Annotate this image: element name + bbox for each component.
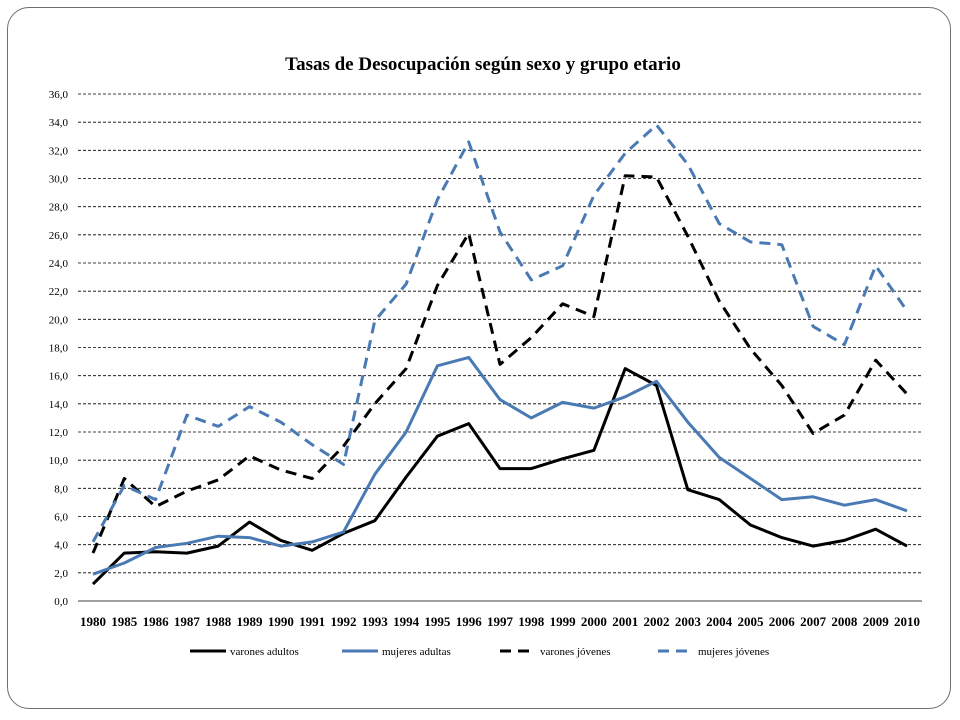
y-tick-label: 0,0 xyxy=(54,596,68,608)
x-tick-label: 1997 xyxy=(487,614,514,629)
x-tick-label: 1980 xyxy=(80,614,106,629)
legend: varones adultos mujeres adultas varones jó… xyxy=(190,646,769,658)
legend-label: varones adultos xyxy=(230,646,299,658)
chart-title: Tasas de Desocupación según sexo y grupo… xyxy=(285,54,681,75)
x-tick-label: 2005 xyxy=(737,614,764,629)
x-tick-label: 1999 xyxy=(550,614,577,629)
x-tick-label: 1985 xyxy=(111,614,138,629)
y-tick-label: 32,0 xyxy=(49,145,69,157)
legend-label: mujeres jóvenes xyxy=(698,646,769,658)
grid xyxy=(78,93,922,602)
y-tick-label: 24,0 xyxy=(49,258,69,270)
x-tick-label: 1995 xyxy=(424,614,451,629)
x-tick-label: 2000 xyxy=(581,614,607,629)
x-tick-label: 2007 xyxy=(800,614,827,629)
x-tick-label: 2009 xyxy=(863,614,890,629)
x-tick-label: 1991 xyxy=(299,614,325,629)
x-tick-label: 2003 xyxy=(675,614,702,629)
series-line-4 xyxy=(91,123,909,543)
x-axis-ticks: 1980 1985 1986 1987 1988 1989 1990 1991 1992 1993… xyxy=(80,614,920,629)
x-tick-label: 2006 xyxy=(769,614,796,629)
x-tick-label: 2002 xyxy=(644,614,670,629)
series-lines xyxy=(91,123,909,586)
y-tick-label: 6,0 xyxy=(54,512,68,524)
series-line-3 xyxy=(91,174,909,554)
x-tick-label: 1998 xyxy=(518,614,545,629)
x-tick-label: 2010 xyxy=(894,614,920,629)
y-tick-label: 10,0 xyxy=(49,455,69,467)
x-tick-label: 1996 xyxy=(456,614,483,629)
y-tick-label: 26,0 xyxy=(49,230,69,242)
legend-label: mujeres adultas xyxy=(382,646,451,658)
x-tick-label: 2004 xyxy=(706,614,733,629)
y-tick-label: 8,0 xyxy=(54,483,68,495)
series-line-2 xyxy=(92,355,908,576)
y-tick-label: 18,0 xyxy=(49,343,69,355)
y-tick-label: 14,0 xyxy=(49,399,69,411)
y-tick-label: 12,0 xyxy=(49,427,69,439)
y-tick-label: 22,0 xyxy=(49,286,69,298)
slide-frame xyxy=(7,7,951,709)
y-tick-label: 2,0 xyxy=(54,568,68,580)
x-tick-label: 1988 xyxy=(205,614,232,629)
x-tick-label: 1990 xyxy=(268,614,294,629)
x-tick-label: 1994 xyxy=(393,614,420,629)
y-tick-label: 28,0 xyxy=(49,202,69,214)
x-tick-label: 1987 xyxy=(174,614,201,629)
y-tick-label: 4,0 xyxy=(54,540,68,552)
y-tick-label: 36,0 xyxy=(49,89,69,101)
x-tick-label: 2001 xyxy=(612,614,638,629)
y-axis-ticks: 0,0 2,0 4,0 6,0 8,0 10,0 12,0 14,0 16,0 18,0 20,0 2… xyxy=(49,89,69,608)
y-tick-label: 20,0 xyxy=(49,314,69,326)
y-tick-label: 30,0 xyxy=(49,174,69,186)
x-tick-label: 1989 xyxy=(237,614,264,629)
legend-label: varones jóvenes xyxy=(540,646,611,658)
y-tick-label: 34,0 xyxy=(49,117,69,129)
x-tick-label: 2008 xyxy=(831,614,858,629)
y-tick-label: 16,0 xyxy=(49,371,69,383)
x-tick-label: 1993 xyxy=(362,614,389,629)
x-tick-label: 1986 xyxy=(143,614,170,629)
x-tick-label: 1992 xyxy=(330,614,356,629)
